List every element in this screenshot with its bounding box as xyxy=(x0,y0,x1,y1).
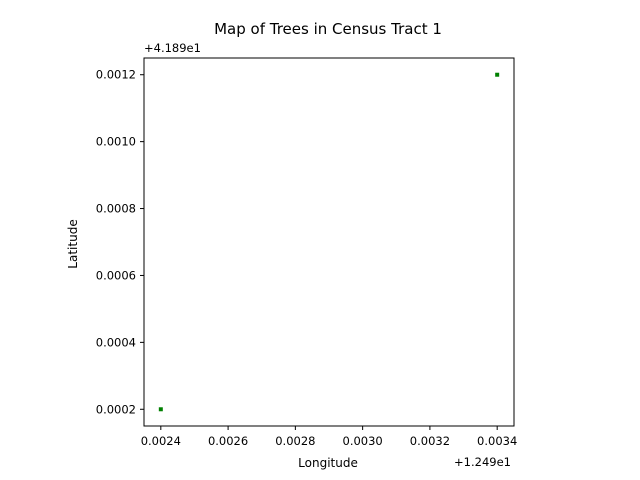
x-tick-label: 0.0026 xyxy=(208,434,248,448)
y-tick-label: 0.0004 xyxy=(96,335,136,349)
tree-point xyxy=(495,72,500,77)
y-offset-label: +4.189e1 xyxy=(144,41,201,55)
chart-title: Map of Trees in Census Tract 1 xyxy=(214,20,442,38)
y-tick-label: 0.0002 xyxy=(96,402,136,416)
x-tick-label: 0.0028 xyxy=(275,434,315,448)
y-axis-label: Latitude xyxy=(66,219,80,268)
x-tick-label: 0.0034 xyxy=(477,434,517,448)
tree-point xyxy=(158,407,163,412)
y-tick-label: 0.0006 xyxy=(96,268,136,282)
plot-frame xyxy=(143,57,515,427)
x-tick-label: 0.0030 xyxy=(343,434,383,448)
tick-layer: 0.0024 0.0026 0.0028 0.0030 0.0032 0.0034 0.00… xyxy=(96,68,518,448)
y-tick-label: 0.0012 xyxy=(96,68,136,82)
x-offset-label: +1.249e1 xyxy=(454,455,511,469)
x-axis-label: Longitude xyxy=(298,456,358,470)
points-layer xyxy=(158,72,500,412)
x-tick-label: 0.0024 xyxy=(141,434,181,448)
x-tick-label: 0.0032 xyxy=(410,434,450,448)
y-tick-label: 0.0010 xyxy=(96,135,136,149)
y-tick-label: 0.0008 xyxy=(96,202,136,216)
